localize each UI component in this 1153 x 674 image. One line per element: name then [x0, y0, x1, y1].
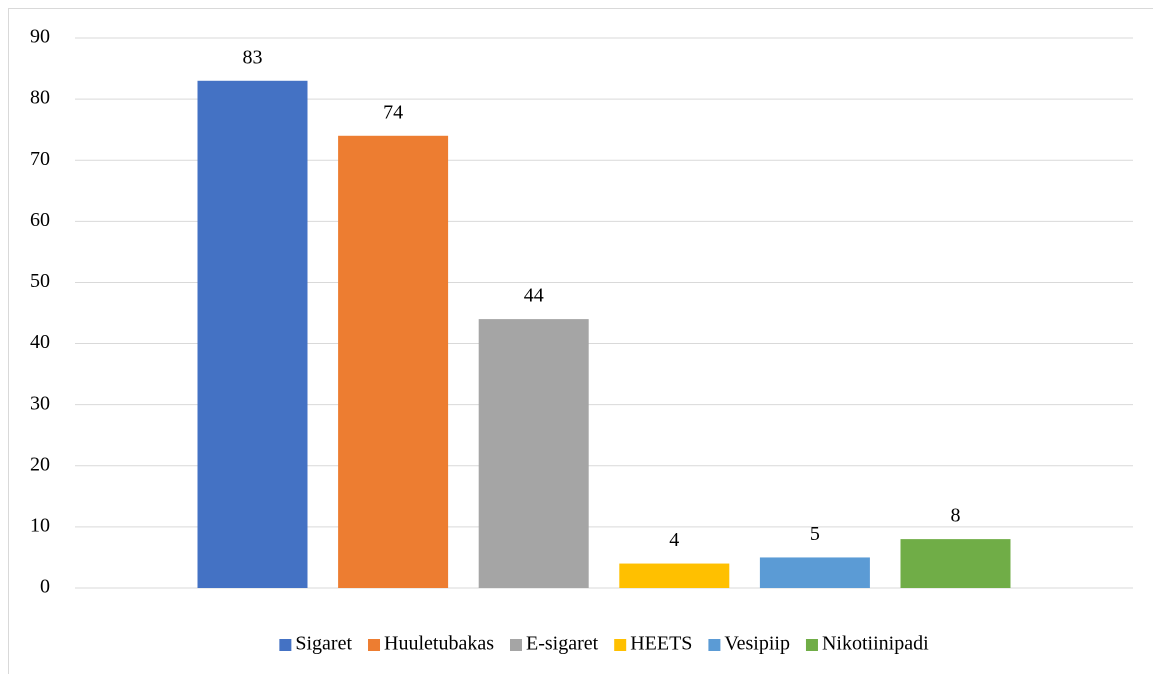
- y-tick-label: 20: [30, 453, 50, 475]
- y-tick-label: 50: [30, 270, 50, 292]
- legend-swatch: [279, 639, 292, 651]
- bar: [478, 319, 589, 588]
- bar: [900, 539, 1011, 588]
- bar: [197, 80, 308, 589]
- y-tick-label: 0: [40, 576, 50, 598]
- data-label: 8: [951, 505, 961, 527]
- data-label: 5: [810, 523, 820, 545]
- y-tick-label: 10: [30, 514, 50, 536]
- chart-border: [8, 8, 1153, 674]
- bar: [759, 557, 870, 588]
- y-tick-label: 40: [30, 331, 50, 353]
- legend-swatch: [614, 639, 627, 651]
- legend-swatch: [805, 639, 818, 651]
- y-tick-label: 60: [30, 209, 50, 231]
- legend-label: Huuletubakas: [384, 633, 494, 655]
- y-tick-label: 80: [30, 87, 50, 109]
- data-label: 44: [524, 285, 544, 307]
- legend-label: HEETS: [630, 633, 692, 655]
- legend-label: Nikotiinipadi: [822, 633, 929, 655]
- y-tick-label: 30: [30, 392, 50, 414]
- data-label: 74: [383, 101, 403, 123]
- data-label: 83: [243, 46, 263, 68]
- bar: [619, 563, 730, 588]
- legend-swatch: [510, 639, 522, 651]
- legend-label: Sigaret: [295, 633, 352, 655]
- bar: [338, 135, 449, 588]
- legend-label: E-sigaret: [526, 633, 599, 655]
- legend-label: Vesipiip: [724, 633, 790, 655]
- legend-swatch: [708, 639, 721, 651]
- legend-swatch: [368, 639, 381, 651]
- y-tick-label: 90: [30, 26, 50, 48]
- y-tick-label: 70: [30, 148, 50, 170]
- data-label: 4: [669, 529, 679, 551]
